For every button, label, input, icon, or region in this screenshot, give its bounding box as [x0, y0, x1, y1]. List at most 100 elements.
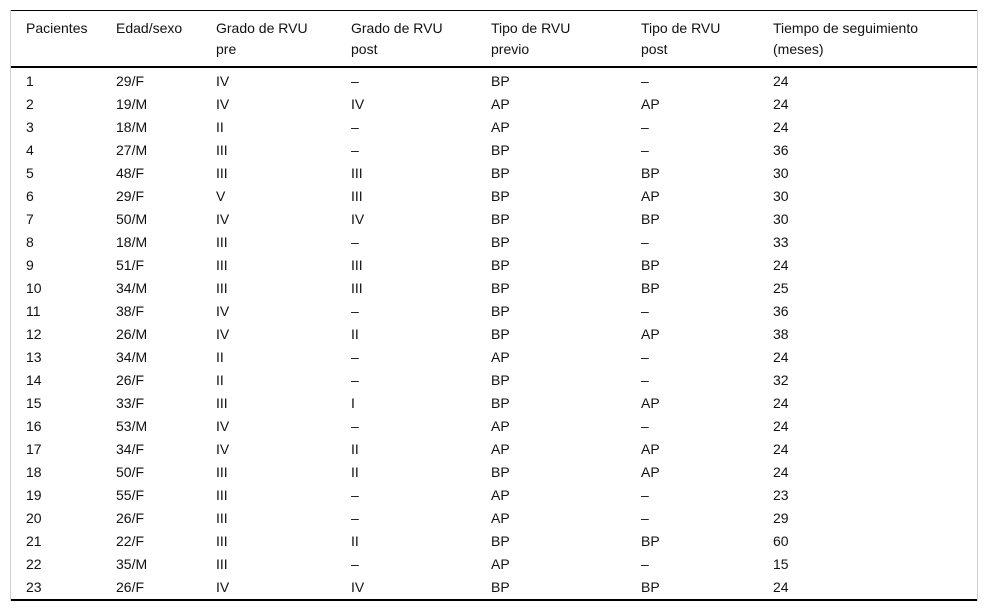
- header-cell-grado-rvu-pre: Grado de RVU pre: [201, 10, 336, 68]
- table-row: 16 53/M IV – AP – 24: [11, 415, 977, 438]
- cell-tipo-rvu-previo: AP: [491, 96, 510, 112]
- cell-grado-rvu-pre: III: [216, 395, 228, 411]
- table-frame: Pacientes Edad/sexo Grado de RVU pre Gra…: [10, 10, 978, 601]
- cell-grado-rvu-pre: III: [216, 487, 228, 503]
- cell-tipo-rvu-previo: AP: [491, 119, 510, 135]
- table-row: 20 26/F III – AP – 29: [11, 507, 977, 530]
- cell-tiempo-seguimiento: 24: [773, 73, 789, 89]
- cell-tipo-rvu-post: AP: [641, 326, 660, 342]
- table-container: Pacientes Edad/sexo Grado de RVU pre Gra…: [10, 10, 978, 601]
- cell-grado-rvu-pre: II: [216, 349, 224, 365]
- cell-paciente: 23: [26, 579, 42, 595]
- cell-tipo-rvu-post: AP: [641, 188, 660, 204]
- cell-tipo-rvu-previo: BP: [491, 326, 510, 342]
- cell-grado-rvu-pre: II: [216, 372, 224, 388]
- cell-tipo-rvu-post: –: [641, 487, 649, 503]
- cell-tipo-rvu-post: –: [641, 119, 649, 135]
- cell-tipo-rvu-previo: BP: [491, 464, 510, 480]
- header-label: Tiempo de seguimiento: [773, 20, 919, 36]
- cell-paciente: 15: [26, 395, 42, 411]
- table-row: 23 26/F IV IV BP BP 24: [11, 576, 977, 600]
- cell-paciente: 19: [26, 487, 42, 503]
- cell-tipo-rvu-post: BP: [641, 533, 660, 549]
- cell-tipo-rvu-post: –: [641, 556, 649, 572]
- cell-paciente: 12: [26, 326, 42, 342]
- table-row: 11 38/F IV – BP – 36: [11, 300, 977, 323]
- header-cell-tipo-rvu-previo: Tipo de RVU previo: [476, 10, 626, 68]
- table-row: 17 34/F IV II AP AP 24: [11, 438, 977, 461]
- cell-paciente: 4: [26, 142, 34, 158]
- cell-edad-sexo: 27/M: [116, 142, 148, 158]
- cell-grado-rvu-pre: IV: [216, 303, 230, 319]
- cell-edad-sexo: 29/F: [116, 73, 145, 89]
- cell-tipo-rvu-post: BP: [641, 280, 660, 296]
- cell-grado-rvu-post: IV: [351, 579, 365, 595]
- cell-edad-sexo: 18/M: [116, 119, 148, 135]
- cell-paciente: 11: [26, 303, 41, 319]
- cell-tipo-rvu-post: –: [641, 234, 649, 250]
- cell-edad-sexo: 35/M: [116, 556, 148, 572]
- header-cell-tiempo-seguimiento: Tiempo de seguimiento (meses): [758, 10, 977, 68]
- cell-paciente: 2: [26, 96, 34, 112]
- table-header-row: Pacientes Edad/sexo Grado de RVU pre Gra…: [11, 10, 977, 68]
- cell-tipo-rvu-post: BP: [641, 165, 660, 181]
- cell-grado-rvu-post: –: [351, 234, 359, 250]
- cell-tipo-rvu-previo: BP: [491, 579, 510, 595]
- header-cell-tipo-rvu-post: Tipo de RVU post: [626, 10, 758, 68]
- table-row: 21 22/F III II BP BP 60: [11, 530, 977, 553]
- cell-edad-sexo: 53/M: [116, 418, 148, 434]
- cell-edad-sexo: 18/M: [116, 234, 148, 250]
- cell-grado-rvu-pre: III: [216, 142, 228, 158]
- cell-edad-sexo: 29/F: [116, 188, 145, 204]
- cell-tiempo-seguimiento: 38: [773, 326, 789, 342]
- table-row: 14 26/F II – BP – 32: [11, 369, 977, 392]
- cell-tipo-rvu-previo: BP: [491, 257, 510, 273]
- cell-grado-rvu-post: –: [351, 372, 359, 388]
- cell-tiempo-seguimiento: 29: [773, 510, 789, 526]
- cell-tiempo-seguimiento: 30: [773, 188, 789, 204]
- cell-tipo-rvu-previo: BP: [491, 211, 510, 227]
- cell-grado-rvu-pre: IV: [216, 418, 230, 434]
- header-label-line2: (meses): [773, 41, 824, 57]
- table-row: 19 55/F III – AP – 23: [11, 484, 977, 507]
- table-row: 8 18/M III – BP – 33: [11, 231, 977, 254]
- cell-grado-rvu-pre: IV: [216, 579, 230, 595]
- cell-tiempo-seguimiento: 60: [773, 533, 789, 549]
- cell-tipo-rvu-previo: BP: [491, 234, 510, 250]
- cell-tipo-rvu-post: AP: [641, 464, 660, 480]
- cell-grado-rvu-pre: III: [216, 464, 228, 480]
- cell-edad-sexo: 50/F: [116, 464, 145, 480]
- cell-tipo-rvu-previo: BP: [491, 303, 510, 319]
- cell-tipo-rvu-post: –: [641, 372, 649, 388]
- cell-grado-rvu-pre: IV: [216, 96, 230, 112]
- table-row: 10 34/M III III BP BP 25: [11, 277, 977, 300]
- cell-tipo-rvu-previo: AP: [491, 418, 510, 434]
- cell-grado-rvu-pre: IV: [216, 326, 230, 342]
- cell-tipo-rvu-post: AP: [641, 395, 660, 411]
- table-row: 7 50/M IV IV BP BP 30: [11, 208, 977, 231]
- cell-tipo-rvu-previo: BP: [491, 372, 510, 388]
- cell-edad-sexo: 50/M: [116, 211, 148, 227]
- header-cell-grado-rvu-post: Grado de RVU post: [336, 10, 476, 68]
- table-row: 12 26/M IV II BP AP 38: [11, 323, 977, 346]
- cell-grado-rvu-post: II: [351, 533, 359, 549]
- cell-edad-sexo: 34/F: [116, 441, 145, 457]
- cell-grado-rvu-post: II: [351, 326, 359, 342]
- cell-grado-rvu-post: –: [351, 73, 359, 89]
- cell-tipo-rvu-post: BP: [641, 211, 660, 227]
- cell-tiempo-seguimiento: 24: [773, 96, 789, 112]
- table-row: 5 48/F III III BP BP 30: [11, 162, 977, 185]
- cell-grado-rvu-post: III: [351, 165, 363, 181]
- table-row: 1 29/F IV – BP – 24: [11, 67, 977, 93]
- cell-tipo-rvu-previo: AP: [491, 441, 510, 457]
- cell-tiempo-seguimiento: 30: [773, 165, 789, 181]
- cell-grado-rvu-post: –: [351, 556, 359, 572]
- cell-tipo-rvu-previo: BP: [491, 533, 510, 549]
- table-body: 1 29/F IV – BP – 24 2 19/M IV IV AP AP 2…: [11, 67, 977, 600]
- cell-edad-sexo: 26/F: [116, 372, 145, 388]
- table-row: 2 19/M IV IV AP AP 24: [11, 93, 977, 116]
- cell-tiempo-seguimiento: 36: [773, 303, 789, 319]
- cell-tipo-rvu-post: –: [641, 418, 649, 434]
- cell-tiempo-seguimiento: 33: [773, 234, 789, 250]
- patients-table: Pacientes Edad/sexo Grado de RVU pre Gra…: [11, 10, 977, 601]
